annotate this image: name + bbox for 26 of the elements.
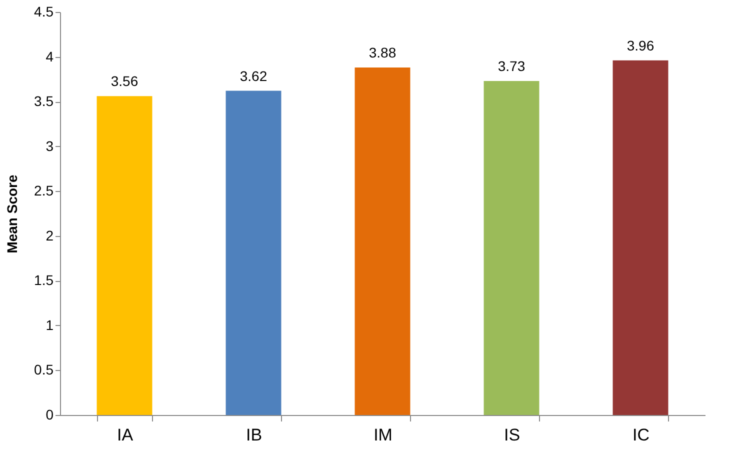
x-tick-label: IB bbox=[246, 426, 262, 444]
x-tick-label: IS bbox=[504, 426, 520, 444]
data-label: 3.88 bbox=[368, 44, 396, 61]
y-tick-label: 2.5 bbox=[34, 182, 54, 199]
bar bbox=[226, 90, 282, 415]
y-axis-title: Mean Score bbox=[4, 174, 20, 254]
x-tick-label: IC bbox=[632, 426, 650, 444]
y-tick-label: 2 bbox=[46, 227, 54, 244]
y-tick-label: 1 bbox=[46, 316, 54, 333]
data-label: 3.73 bbox=[498, 58, 526, 74]
y-tick-label: 4 bbox=[46, 48, 54, 64]
data-label: 3.56 bbox=[110, 73, 138, 90]
bar bbox=[354, 68, 410, 415]
y-tick-label: 1.5 bbox=[34, 272, 54, 288]
x-tick-label: IM bbox=[374, 426, 392, 444]
y-tick-label: 0.5 bbox=[34, 362, 54, 378]
data-label: 3.96 bbox=[626, 37, 654, 54]
bar bbox=[612, 60, 668, 415]
bar bbox=[96, 96, 152, 415]
y-tick-label: 3.5 bbox=[34, 93, 54, 110]
y-tick-label: 0 bbox=[46, 406, 54, 422]
bar bbox=[484, 80, 540, 415]
y-tick-label: 3 bbox=[46, 138, 54, 154]
data-label: 3.62 bbox=[240, 68, 268, 84]
x-tick-label: IA bbox=[116, 426, 134, 444]
y-tick-label: 4.5 bbox=[34, 4, 54, 20]
